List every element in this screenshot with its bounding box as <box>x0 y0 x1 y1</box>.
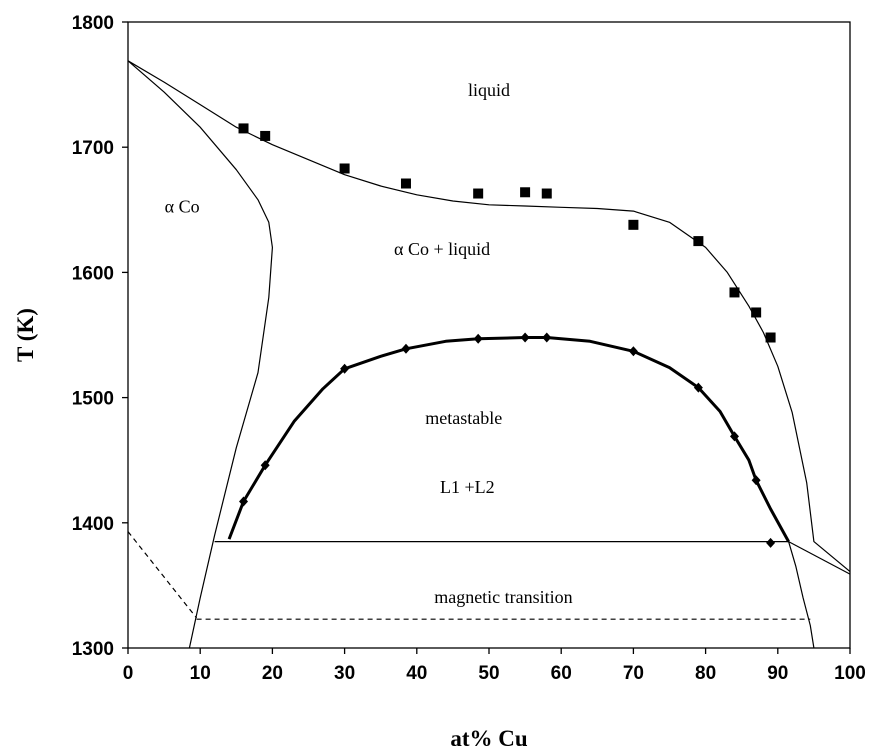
miscibility-gap-point <box>729 431 739 442</box>
y-axis-title: T (K) <box>13 308 38 362</box>
phase-boundary-line-2 <box>127 60 851 573</box>
liquidus-point <box>751 307 762 318</box>
liquidus-point <box>520 187 531 198</box>
region-annotations: liquid α Co α Co + liquid metastable L1 +L2 m… <box>165 80 573 607</box>
phase-boundary-line-3 <box>127 60 273 649</box>
magnetic-transition-line-8 <box>127 531 198 619</box>
miscibility-gap-point <box>260 460 270 471</box>
miscibility-gap-point <box>628 346 638 357</box>
liquidus-point <box>339 163 350 174</box>
phase-boundary-curves <box>127 60 851 649</box>
liquidus-point <box>729 287 740 298</box>
axis-ticks: 0 10 20 30 40 50 60 70 80 90 100 1300 1400 1500 1600 17… <box>72 13 866 684</box>
x-tick-label-80: 80 <box>695 663 716 684</box>
y-tick-label-1700: 1700 <box>72 138 114 159</box>
liquidus-point <box>628 219 639 230</box>
x-tick-label-60: 60 <box>551 663 572 684</box>
y-tick-label-1500: 1500 <box>72 389 114 410</box>
liquidus-point <box>765 332 776 343</box>
liquidus-point <box>260 130 271 141</box>
y-tick-label-1600: 1600 <box>72 263 114 284</box>
y-tick-label-1800: 1800 <box>72 13 114 34</box>
y-tick-label-1300: 1300 <box>72 639 114 660</box>
miscibility-gap-point <box>473 333 483 344</box>
x-tick-label-50: 50 <box>478 663 499 684</box>
miscibility-gap-curve <box>227 336 790 543</box>
region-label-1: α Co <box>165 196 200 216</box>
x-tick-label-40: 40 <box>406 663 427 684</box>
miscibility-gap-point <box>766 537 776 548</box>
miscibility-gap-point <box>340 363 350 374</box>
x-tick-label-10: 10 <box>190 663 211 684</box>
region-label-0: liquid <box>468 80 510 100</box>
phase-boundary-line-5 <box>788 541 851 575</box>
miscibility-gap-point <box>520 332 530 343</box>
liquidus-point <box>541 188 552 199</box>
phase-boundary-line-4 <box>788 541 815 649</box>
miscibility-gap-point <box>751 475 761 486</box>
liquidus-point <box>400 178 411 189</box>
region-label-3: metastable <box>425 408 502 428</box>
x-tick-label-90: 90 <box>767 663 788 684</box>
plot-area-frame <box>127 21 851 649</box>
liquidus-point <box>473 188 484 199</box>
miscibility-gap-point <box>542 332 552 343</box>
y-tick-label-1400: 1400 <box>72 514 114 535</box>
x-tick-label-30: 30 <box>334 663 355 684</box>
liquidus-point <box>693 236 704 247</box>
miscibility-gap-point <box>693 382 703 393</box>
x-tick-label-100: 100 <box>834 663 866 684</box>
x-tick-label-0: 0 <box>123 663 134 684</box>
region-label-4: L1 +L2 <box>440 477 495 497</box>
miscibility-gap-point <box>401 343 411 354</box>
miscibility-gap-point <box>239 496 249 507</box>
region-label-2: α Co + liquid <box>394 239 490 259</box>
data-markers <box>238 123 776 548</box>
liquidus-point <box>238 123 249 134</box>
x-tick-label-70: 70 <box>623 663 644 684</box>
x-tick-label-20: 20 <box>262 663 283 684</box>
x-axis-title: at% Cu <box>450 726 528 751</box>
region-label-5: magnetic transition <box>434 587 572 607</box>
